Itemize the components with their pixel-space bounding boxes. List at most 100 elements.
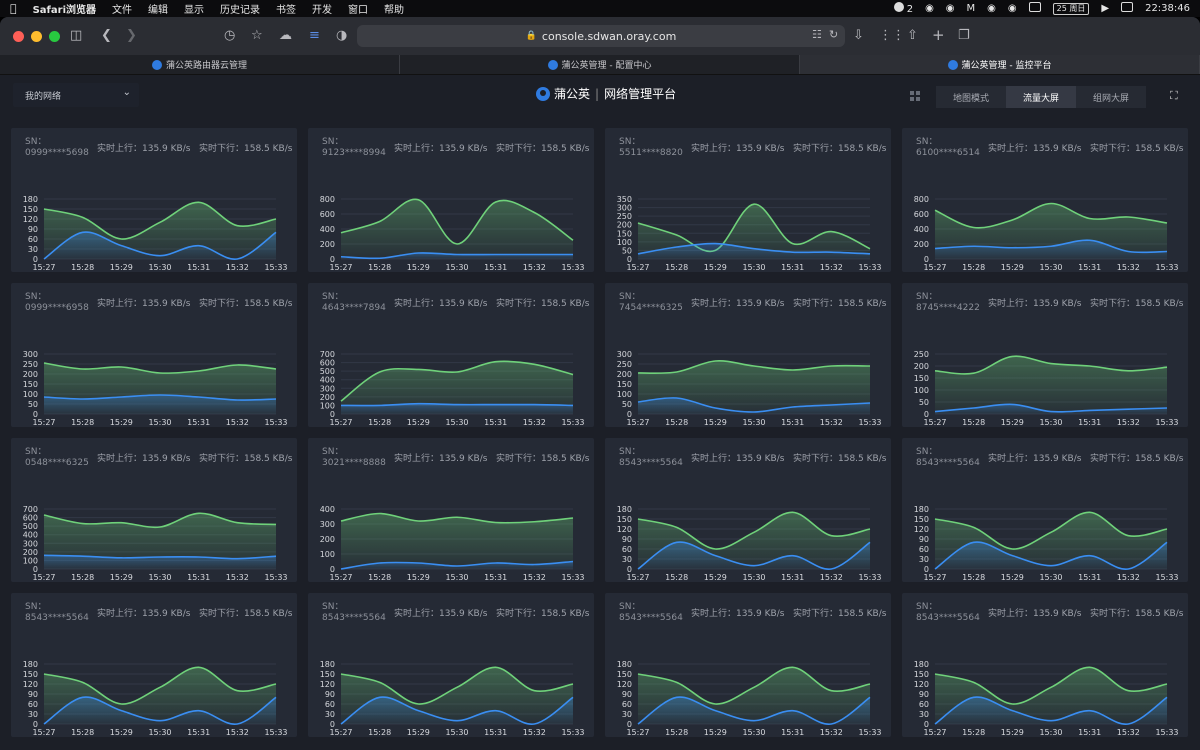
y-tick-label: 300: [23, 350, 38, 359]
device-traffic-card[interactable]: SN： 8543****5564 实时上行：135.9 KB/s 实时下行：158.5…: [902, 438, 1188, 582]
device-traffic-card[interactable]: SN： 8543****5564 实时上行：135.9 KB/s 实时下行：158.5…: [605, 593, 891, 737]
y-tick-label: 300: [320, 384, 335, 393]
realtime-upload: 实时上行：135.9 KB/s: [394, 144, 488, 154]
device-traffic-card[interactable]: SN： 0548****6325 实时上行：135.9 KB/s 实时下行：158.5…: [11, 438, 297, 582]
sn-value: 8543****5564: [619, 458, 683, 468]
new-tab-icon[interactable]: +: [932, 26, 945, 44]
y-tick-label: 180: [914, 505, 929, 514]
app-menu[interactable]: Safari浏览器: [26, 5, 96, 16]
y-tick-label: 150: [23, 380, 38, 389]
x-tick-label: 15:32: [226, 573, 249, 582]
x-tick-label: 15:29: [407, 573, 430, 582]
apple-menu-icon[interactable]: : [10, 2, 17, 15]
x-tick-label: 15:30: [742, 573, 765, 582]
star-icon[interactable]: ☆: [251, 28, 263, 43]
play-icon[interactable]: ▶: [1101, 3, 1110, 14]
tab-overview-icon[interactable]: ❐: [958, 28, 970, 43]
wechat-icon[interactable]: ◉: [925, 3, 934, 14]
device-traffic-card[interactable]: SN： 9123****8994 实时上行：135.9 KB/s 实时下行：158.5…: [308, 128, 594, 272]
address-bar[interactable]: 🔒 console.sdwan.oray.com: [357, 25, 845, 47]
extensions-icon[interactable]: ⋮⋮: [879, 28, 905, 43]
menu-history[interactable]: 历史记录: [213, 5, 260, 16]
y-tick-label: 150: [23, 205, 38, 214]
tab-config-center[interactable]: 蒲公英管理 - 配置中心: [400, 55, 800, 74]
menu-help[interactable]: 帮助: [377, 5, 404, 16]
forward-icon[interactable]: ❯: [126, 28, 137, 43]
reload-icon[interactable]: ↻: [829, 28, 839, 41]
realtime-download: 实时下行：158.5 KB/s: [199, 299, 293, 309]
status-icon-d[interactable]: ◉: [1007, 3, 1017, 14]
minimize-window-button[interactable]: [31, 30, 42, 42]
x-tick-label: 15:30: [1039, 263, 1062, 272]
realtime-download: 实时下行：158.5 KB/s: [1090, 299, 1184, 309]
device-traffic-card[interactable]: SN： 0999****6958 实时上行：135.9 KB/s 实时下行：158.5…: [11, 283, 297, 427]
device-traffic-card[interactable]: SN： 3021****8888 实时上行：135.9 KB/s 实时下行：158.5…: [308, 438, 594, 582]
translate-icon[interactable]: ☷: [812, 28, 822, 41]
mode-map[interactable]: 地图模式: [952, 93, 989, 104]
device-traffic-card[interactable]: SN： 8543****5564 实时上行：135.9 KB/s 实时下行：158.5…: [605, 438, 891, 582]
menu-edit[interactable]: 编辑: [141, 5, 168, 16]
device-traffic-card[interactable]: SN： 4643****7894 实时上行：135.9 KB/s 实时下行：158.5…: [308, 283, 594, 427]
date-indicator[interactable]: 25 周日: [1052, 2, 1090, 15]
clock[interactable]: 22:38:46: [1145, 3, 1190, 14]
menu-window[interactable]: 窗口: [341, 5, 368, 16]
device-traffic-card[interactable]: SN： 8543****5564 实时上行：135.9 KB/s 实时下行：158.5…: [902, 593, 1188, 737]
share-icon[interactable]: ⇧: [907, 28, 918, 43]
realtime-upload: 实时上行：135.9 KB/s: [97, 609, 191, 619]
grid-layout-icon[interactable]: [910, 91, 920, 101]
favicon-icon: [547, 59, 558, 70]
display-icon[interactable]: [1028, 2, 1041, 15]
realtime-download: 实时下行：158.5 KB/s: [1090, 609, 1184, 619]
status-icon-m[interactable]: M: [966, 3, 976, 14]
network-select[interactable]: 我的网络 ⌄: [13, 83, 139, 107]
tab-monitor-platform[interactable]: 蒲公英管理 - 监控平台: [800, 55, 1200, 74]
status-app-icon[interactable]: 2: [893, 2, 913, 15]
device-traffic-card[interactable]: SN： 5511****8820 实时上行：135.9 KB/s 实时下行：158.5…: [605, 128, 891, 272]
y-tick-label: 0: [924, 720, 929, 729]
tab-bar: 蒲公英路由器云管理 蒲公英管理 - 配置中心 蒲公英管理 - 监控平台: [0, 55, 1200, 75]
y-tick-label: 90: [325, 690, 335, 699]
x-tick-label: 15:30: [445, 418, 468, 427]
realtime-download: 实时下行：158.5 KB/s: [496, 299, 590, 309]
device-traffic-card[interactable]: SN： 8543****5564 实时上行：135.9 KB/s 实时下行：158.5…: [308, 593, 594, 737]
download-line: [934, 696, 1168, 725]
tab-router-cloud[interactable]: 蒲公英路由器云管理: [0, 55, 400, 74]
device-traffic-card[interactable]: SN： 0999****5698 实时上行：135.9 KB/s 实时下行：158.5…: [11, 128, 297, 272]
menu-file[interactable]: 文件: [105, 5, 132, 16]
device-traffic-card[interactable]: SN： 7454****6325 实时上行：135.9 KB/s 实时下行：158.5…: [605, 283, 891, 427]
y-tick-label: 30: [622, 710, 632, 719]
sidebar-icon[interactable]: ◫: [70, 28, 83, 43]
cloud-icon[interactable]: ☁: [279, 28, 292, 43]
mode-network[interactable]: 组网大屏: [1092, 93, 1129, 104]
menu-bookmarks[interactable]: 书签: [269, 5, 296, 16]
zoom-window-button[interactable]: [49, 30, 60, 42]
status-icon-c[interactable]: ◉: [987, 3, 996, 14]
fullscreen-icon[interactable]: ⛶: [1170, 89, 1178, 102]
close-window-button[interactable]: [13, 30, 24, 42]
device-traffic-card[interactable]: SN： 6100****6514 实时上行：135.9 KB/s 实时下行：158.5…: [902, 128, 1188, 272]
menu-view[interactable]: 显示: [177, 5, 204, 16]
x-tick-label: 15:32: [523, 263, 546, 272]
y-tick-label: 350: [617, 195, 632, 204]
x-tick-label: 15:32: [1117, 263, 1140, 272]
x-tick-label: 15:32: [523, 728, 546, 737]
device-traffic-card[interactable]: SN： 8543****5564 实时上行：135.9 KB/s 实时下行：158.5…: [11, 593, 297, 737]
shield-icon[interactable]: ◑: [336, 28, 348, 43]
history-icon[interactable]: ◷: [224, 28, 236, 43]
menu-develop[interactable]: 开发: [305, 5, 332, 16]
status-icon-b[interactable]: ◉: [945, 3, 955, 14]
device-traffic-card[interactable]: SN： 8745****4222 实时上行：135.9 KB/s 实时下行：158.5…: [902, 283, 1188, 427]
upload-line: [637, 203, 871, 253]
upload-line: [934, 511, 1168, 550]
back-icon[interactable]: ❮: [101, 28, 112, 43]
x-tick-label: 15:28: [368, 418, 391, 427]
x-tick-label: 15:29: [110, 573, 133, 582]
download-icon[interactable]: ⇩: [853, 28, 864, 43]
x-tick-label: 15:30: [742, 418, 765, 427]
x-tick-label: 15:29: [110, 728, 133, 737]
rss-icon[interactable]: ≡: [309, 28, 320, 43]
sn-value: 8543****5564: [619, 613, 683, 623]
mode-traffic[interactable]: 流量大屏: [1006, 86, 1076, 108]
control-center-icon[interactable]: [1121, 2, 1134, 15]
